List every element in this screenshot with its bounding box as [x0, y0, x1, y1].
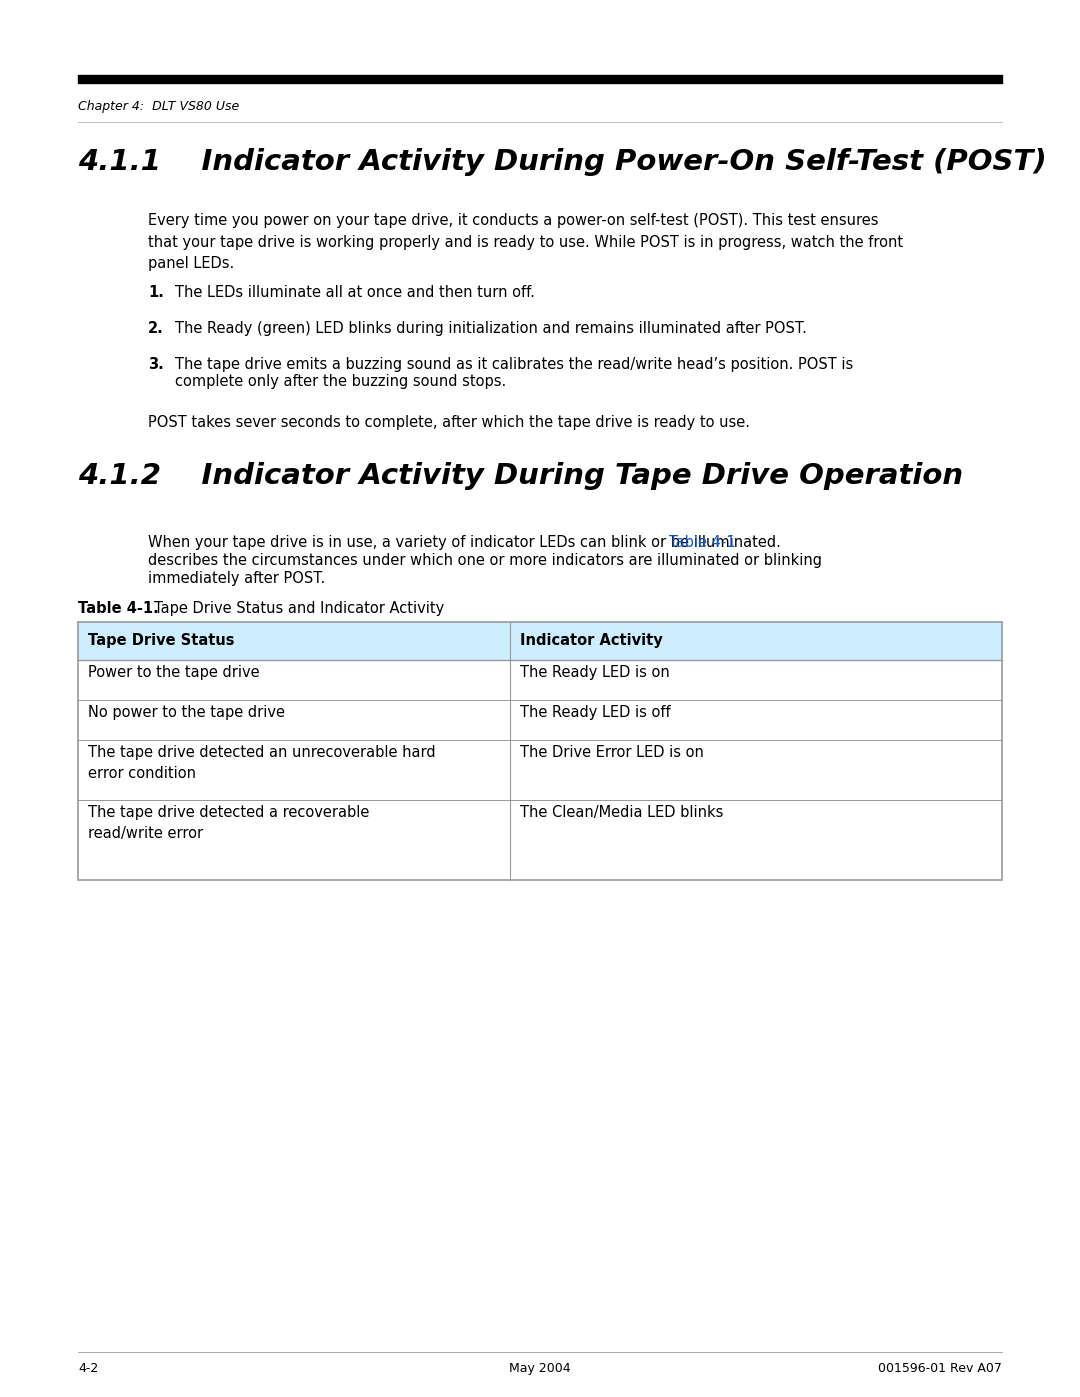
Text: 3.: 3.: [148, 358, 164, 372]
Text: describes the circumstances under which one or more indicators are illuminated o: describes the circumstances under which …: [148, 553, 822, 569]
Text: 001596-01 Rev A07: 001596-01 Rev A07: [878, 1362, 1002, 1375]
Bar: [78, 622, 1002, 659]
Text: The Ready (green) LED blinks during initialization and remains illuminated after: The Ready (green) LED blinks during init…: [175, 321, 807, 337]
Text: The tape drive detected an unrecoverable hard
error condition: The tape drive detected an unrecoverable…: [87, 745, 435, 781]
Text: complete only after the buzzing sound stops.: complete only after the buzzing sound st…: [175, 374, 507, 388]
Text: No power to the tape drive: No power to the tape drive: [87, 705, 285, 719]
Text: Tape Drive Status: Tape Drive Status: [87, 633, 234, 648]
Bar: [78, 622, 1002, 880]
Text: Table 4-1: Table 4-1: [669, 535, 735, 550]
Text: The tape drive detected a recoverable
read/write error: The tape drive detected a recoverable re…: [87, 805, 369, 841]
Text: The Drive Error LED is on: The Drive Error LED is on: [519, 745, 704, 760]
Text: The LEDs illuminate all at once and then turn off.: The LEDs illuminate all at once and then…: [175, 285, 535, 300]
Text: The tape drive emits a buzzing sound as it calibrates the read/write head’s posi: The tape drive emits a buzzing sound as …: [175, 358, 853, 372]
Text: Table 4-1.: Table 4-1.: [78, 601, 159, 616]
Text: May 2004: May 2004: [509, 1362, 571, 1375]
Text: The Clean/Media LED blinks: The Clean/Media LED blinks: [519, 805, 724, 820]
Text: Indicator Activity: Indicator Activity: [519, 633, 663, 648]
Text: Every time you power on your tape drive, it conducts a power-on self-test (POST): Every time you power on your tape drive,…: [148, 212, 903, 271]
Text: POST takes sever seconds to complete, after which the tape drive is ready to use: POST takes sever seconds to complete, af…: [148, 415, 750, 430]
Text: Power to the tape drive: Power to the tape drive: [87, 665, 259, 680]
Text: The Ready LED is on: The Ready LED is on: [519, 665, 670, 680]
Text: Chapter 4:  DLT VS80 Use: Chapter 4: DLT VS80 Use: [78, 101, 240, 113]
Text: 4.1.2    Indicator Activity During Tape Drive Operation: 4.1.2 Indicator Activity During Tape Dri…: [78, 462, 963, 490]
Text: The Ready LED is off: The Ready LED is off: [519, 705, 671, 719]
Text: 4.1.1    Indicator Activity During Power-On Self-Test (POST): 4.1.1 Indicator Activity During Power-On…: [78, 148, 1047, 176]
Text: Tape Drive Status and Indicator Activity: Tape Drive Status and Indicator Activity: [153, 601, 444, 616]
Text: 4-2: 4-2: [78, 1362, 98, 1375]
Text: immediately after POST.: immediately after POST.: [148, 571, 325, 585]
Text: 2.: 2.: [148, 321, 164, 337]
Text: 1.: 1.: [148, 285, 164, 300]
Text: When your tape drive is in use, a variety of indicator LEDs can blink or be illu: When your tape drive is in use, a variet…: [148, 535, 785, 550]
